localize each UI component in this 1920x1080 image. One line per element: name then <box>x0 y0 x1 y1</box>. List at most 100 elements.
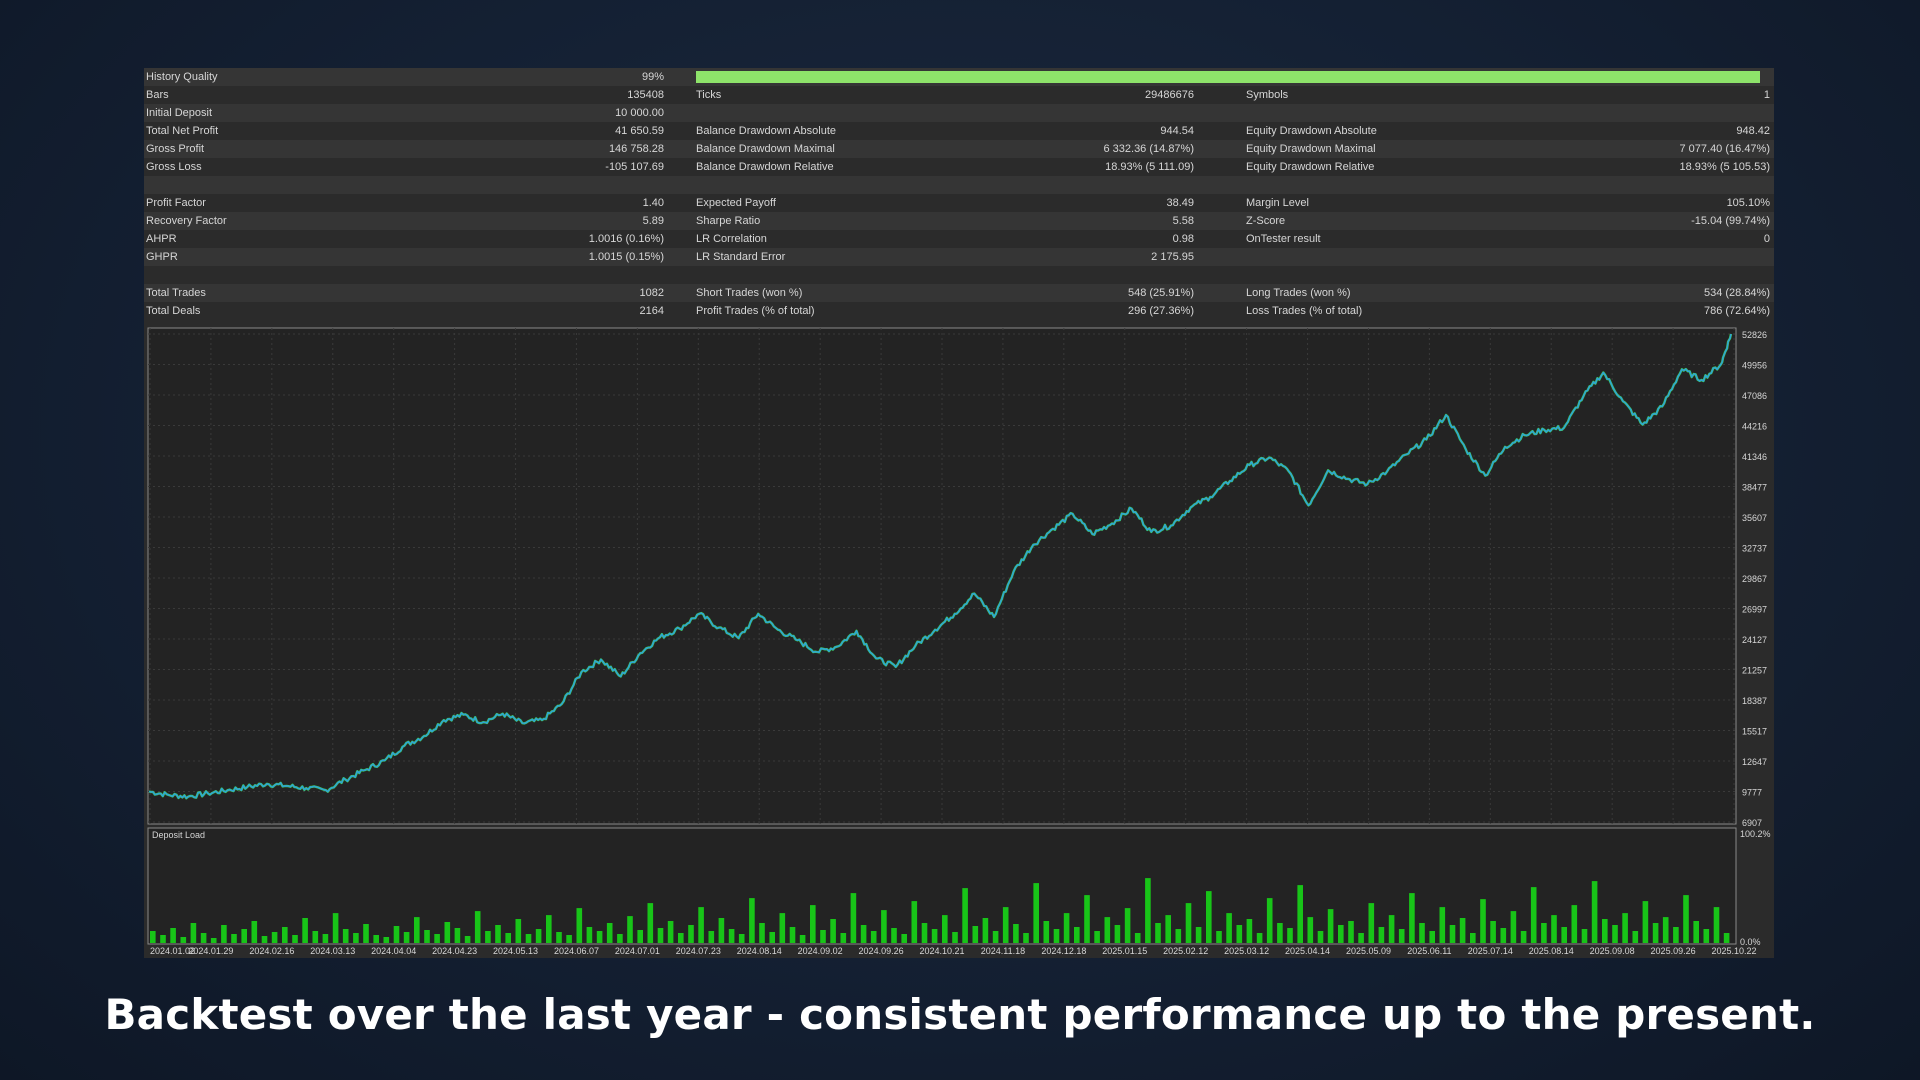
stat-label: Equity Drawdown Maximal <box>1246 143 1376 155</box>
x-tick-label: 2024.01.29 <box>188 946 233 956</box>
stat-label: Profit Trades (% of total) <box>696 305 815 317</box>
x-tick-label: 2024.05.13 <box>493 946 538 956</box>
deposit-load-bar <box>1175 929 1182 943</box>
deposit-load-bar <box>1388 915 1395 943</box>
deposit-load-bar <box>1490 921 1496 943</box>
x-tick-label: 2025.04.14 <box>1285 946 1330 956</box>
y-tick-label: 44216 <box>1742 422 1767 432</box>
deposit-load-bar <box>850 893 857 943</box>
stat-value: 18.93% (5 111.09) <box>1105 161 1194 173</box>
deposit-load-bar <box>1713 907 1720 943</box>
deposit-load-bar <box>495 925 501 943</box>
deposit-load-bar <box>1206 891 1212 943</box>
deposit-load-bar <box>1551 915 1557 943</box>
deposit-load-bar <box>901 934 907 943</box>
deposit-load-bar <box>282 927 288 943</box>
deposit-load-bar <box>1084 895 1090 943</box>
deposit-load-bar <box>1013 924 1019 943</box>
deposit-load-bar <box>647 903 654 943</box>
stats-row <box>144 176 1774 194</box>
deposit-load-bar <box>525 934 532 943</box>
deposit-load-bar <box>596 931 603 943</box>
deposit-load-bar <box>1317 931 1324 943</box>
stat-label: Equity Drawdown Relative <box>1246 161 1375 173</box>
deposit-load-bar <box>515 919 522 943</box>
deposit-load-bar <box>972 926 979 943</box>
stat-value: 6 332.36 (14.87%) <box>1103 143 1194 155</box>
stat-label: Recovery Factor <box>146 215 227 227</box>
deposit-load-bar <box>942 915 948 943</box>
deposit-load-bar <box>1104 917 1111 943</box>
deposit-load-bar <box>1693 921 1699 943</box>
deposit-load-bar <box>170 928 176 943</box>
stat-value: 948.42 <box>1736 125 1770 137</box>
deposit-load-bar <box>1246 919 1253 943</box>
stat-value <box>1014 176 1194 194</box>
deposit-load-bar <box>1124 908 1131 943</box>
stats-table: History Quality 99% Bars 135408 Ticks 29486… <box>144 68 1774 322</box>
y-tick-label: 21257 <box>1742 666 1767 676</box>
deposit-load-bar <box>546 915 552 943</box>
caption: Backtest over the last year - consistent… <box>104 990 1816 1039</box>
y-tick-label: 49956 <box>1742 361 1767 371</box>
stat-value: 1.0016 (0.16%) <box>588 233 664 245</box>
stat-value <box>484 266 664 284</box>
deposit-load-bar <box>1662 917 1669 943</box>
deposit-load-bar <box>881 910 887 943</box>
stat-value: 5.89 <box>642 215 664 227</box>
deposit-load-bar <box>312 931 319 943</box>
x-tick-label: 2024.04.04 <box>371 946 416 956</box>
stat-label: Long Trades (won %) <box>1246 287 1351 299</box>
deposit-load-bar <box>1155 923 1161 943</box>
y-tick-label: 24127 <box>1742 635 1767 645</box>
deposit-load-bar <box>891 928 897 943</box>
deposit-load-bar <box>190 923 197 943</box>
stats-row: GHPR 1.0015 (0.15%) LR Standard Error 2 175… <box>144 248 1774 266</box>
x-tick-label: 2024.01.02 <box>150 946 195 956</box>
stat-label: AHPR <box>146 233 177 245</box>
y-tick-label: 26997 <box>1742 605 1767 615</box>
stat-label: Sharpe Ratio <box>696 215 761 227</box>
stat-value: -105 107.69 <box>605 161 664 173</box>
deposit-load-bar <box>1348 921 1354 943</box>
deposit-load-bar <box>271 932 278 943</box>
x-tick-label: 2025.01.15 <box>1102 946 1147 956</box>
deposit-load-bar <box>1459 918 1466 943</box>
deposit-load-bar <box>414 917 420 943</box>
deposit-load-bar <box>1277 923 1283 943</box>
deposit-load-bar <box>759 923 765 943</box>
deposit-load-bar <box>1114 925 1121 943</box>
deposit-load-bar <box>322 934 329 943</box>
deposit-load-bar <box>251 921 258 943</box>
deposit-load-bar <box>617 934 623 943</box>
deposit-load-bar <box>444 922 451 943</box>
deposit-load-bar <box>1134 933 1141 943</box>
stat-label: Total Deals <box>146 305 201 317</box>
stat-label: Balance Drawdown Relative <box>696 161 834 173</box>
deposit-load-bar <box>810 905 816 943</box>
stats-row-history-quality: History Quality 99% <box>144 68 1774 86</box>
deposit-load-bar <box>1683 895 1689 943</box>
load-y-tick-label: 100.2% <box>1740 829 1771 839</box>
deposit-load-bar <box>1226 913 1232 943</box>
stats-row: Bars 135408 Ticks 29486676 Symbols 1 <box>144 86 1774 104</box>
deposit-load-bar <box>1652 923 1659 943</box>
deposit-load-bar <box>1023 933 1029 943</box>
y-tick-label: 6907 <box>1742 818 1762 828</box>
deposit-load-bar <box>474 911 481 943</box>
stat-value <box>1574 176 1770 194</box>
deposit-load-bar <box>1409 893 1415 943</box>
stat-label: Total Trades <box>146 287 206 299</box>
stat-value: 0.98 <box>1172 233 1194 245</box>
stats-row <box>144 266 1774 284</box>
deposit-load-bar <box>1632 931 1639 943</box>
deposit-load-bar <box>789 927 796 943</box>
stat-value: 41 650.59 <box>615 125 664 137</box>
deposit-load-bar <box>1612 925 1618 943</box>
history-quality-label: History Quality <box>146 71 218 83</box>
deposit-load-bar <box>1216 931 1222 943</box>
deposit-load-bar <box>1145 878 1151 943</box>
deposit-load-bar <box>606 923 613 943</box>
deposit-load-bar <box>363 924 369 943</box>
deposit-load-bar <box>231 934 237 943</box>
